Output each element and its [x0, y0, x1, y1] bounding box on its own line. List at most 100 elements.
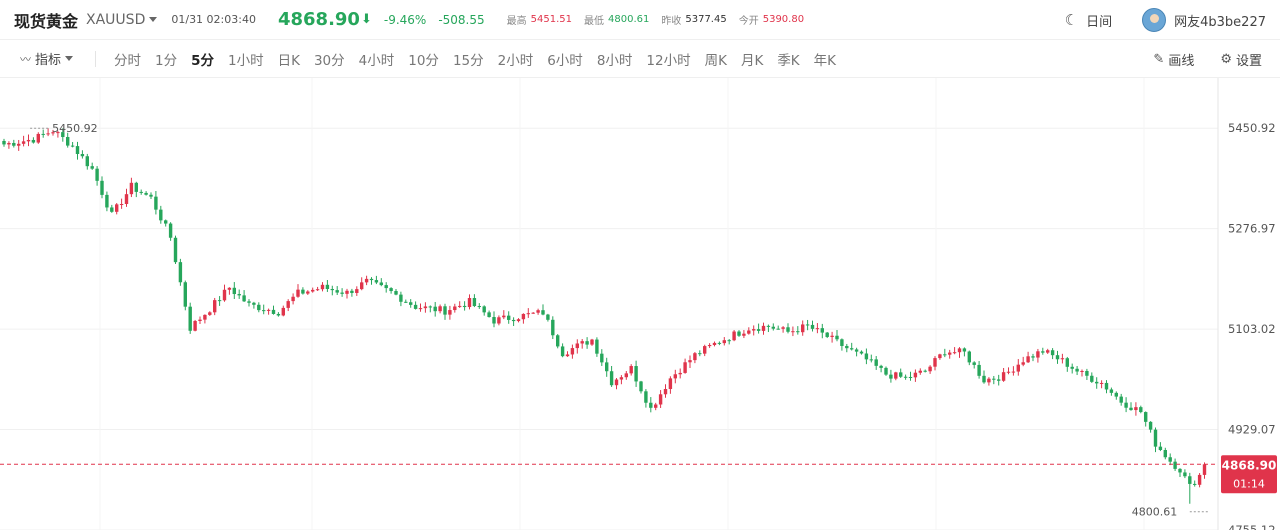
candle-body — [482, 306, 486, 313]
candle-body — [448, 310, 452, 315]
chart-tools: ✎ 画线 ⚙ 设置 — [1153, 40, 1262, 78]
top-bar: 现货黄金 XAUUSD 01/31 02:03:40 4868.90 ⬇ -9.… — [0, 0, 1280, 40]
tab-timeframe-2[interactable]: 5分 — [191, 52, 215, 69]
candle-body — [570, 348, 575, 355]
candle-body — [693, 353, 697, 361]
candle-body — [1065, 358, 1069, 367]
timeframe-tabs: 分时 1分 5分 1小时 日K 30分 4小时 10分 15分 2小时 6小时 8小时 12小时 周K 月K… — [114, 49, 850, 69]
current-price-label: 4868.90 — [1222, 458, 1277, 472]
candle-body — [698, 353, 702, 355]
instrument-name: 现货黄金 — [14, 11, 79, 31]
candle-body — [418, 308, 423, 310]
moon-icon[interactable]: ☾ — [1064, 11, 1079, 29]
tab-timeframe-4[interactable]: 日K — [277, 52, 300, 69]
candle-body — [183, 282, 187, 307]
candle-body — [232, 287, 236, 295]
candle-body — [203, 314, 207, 320]
tab-timeframe-7[interactable]: 10分 — [408, 52, 439, 69]
candle-body — [477, 306, 481, 308]
candle-body — [423, 306, 428, 309]
candle-body — [722, 340, 726, 344]
candle-body — [776, 328, 780, 330]
y-tick-label: 4929.07 — [1228, 423, 1276, 437]
candle-body — [330, 288, 334, 291]
candle-body — [649, 402, 653, 408]
indicator-button[interactable]: 〰 指标 — [20, 49, 74, 68]
candle-body — [252, 302, 256, 305]
candle-body — [389, 288, 393, 292]
candle-body — [139, 191, 143, 193]
candle-body — [747, 330, 751, 334]
avatar[interactable] — [1142, 8, 1167, 32]
candle-body — [683, 362, 687, 373]
candle-body — [668, 378, 673, 390]
candle-body — [864, 353, 869, 360]
tab-timeframe-14[interactable]: 月K — [740, 52, 764, 69]
tab-timeframe-9[interactable]: 2小时 — [497, 52, 534, 69]
tab-timeframe-11[interactable]: 8小时 — [596, 52, 633, 69]
tab-timeframe-1[interactable]: 1分 — [155, 52, 178, 69]
tab-timeframe-6[interactable]: 4小时 — [358, 52, 395, 69]
tab-timeframe-16[interactable]: 年K — [813, 52, 837, 69]
user-name[interactable]: 网友4b3be227 — [1174, 14, 1266, 30]
candle-body — [952, 352, 957, 354]
candle-body — [12, 142, 16, 146]
candle-body — [1031, 356, 1035, 358]
candle-body — [394, 291, 398, 295]
candle-body — [208, 312, 212, 315]
candle-body — [281, 307, 285, 316]
day-mode-toggle[interactable]: 日间 — [1086, 14, 1113, 30]
candle-body — [502, 315, 506, 318]
candle-body — [168, 223, 173, 238]
candle-body — [472, 298, 477, 307]
candle-body — [595, 339, 599, 354]
candle-body — [31, 139, 36, 143]
candle-body — [154, 196, 158, 210]
candle-body — [458, 305, 462, 307]
candle-body — [1188, 476, 1192, 484]
candle-body — [178, 262, 183, 283]
change-value: -508.55 — [438, 12, 485, 27]
chevron-down-icon — [65, 56, 74, 61]
tab-timeframe-5[interactable]: 30分 — [313, 52, 345, 69]
draw-button[interactable]: 画线 — [1168, 53, 1195, 69]
last-price: 4868.90 — [277, 9, 360, 30]
tab-timeframe-12[interactable]: 12小时 — [646, 52, 691, 69]
candle-body — [600, 353, 604, 363]
candle-body — [717, 342, 722, 344]
tab-timeframe-15[interactable]: 季K — [777, 52, 800, 69]
candle-body — [830, 335, 834, 337]
candle-body — [1158, 446, 1163, 450]
candle-body — [1173, 461, 1177, 469]
candle-body — [992, 378, 996, 380]
candle-body — [1090, 375, 1094, 382]
candle-body — [742, 333, 746, 336]
candle-body — [972, 362, 976, 365]
low-label: 最低 — [584, 16, 604, 27]
candle-body — [756, 329, 761, 331]
quote-time: 01/31 02:03:40 — [171, 13, 256, 26]
candlestick-chart[interactable]: 5450.92 4800.61 5450.92 5276.97 5103.02 4929.… — [0, 78, 1280, 530]
settings-button[interactable]: 设置 — [1235, 53, 1262, 69]
y-tick-label: 4755.12 — [1228, 523, 1276, 530]
candle-body — [75, 146, 80, 154]
candle-body — [242, 295, 246, 302]
tab-timeframe-13[interactable]: 周K — [704, 52, 727, 69]
symbol-selector[interactable]: XAUUSD — [86, 12, 158, 28]
candle-body — [115, 204, 119, 212]
tab-timeframe-10[interactable]: 6小时 — [547, 52, 583, 69]
candle-body — [526, 313, 530, 315]
candle-body — [982, 375, 986, 383]
candle-body — [271, 309, 276, 314]
tab-timeframe-3[interactable]: 1小时 — [228, 52, 264, 69]
candle-body — [61, 132, 65, 138]
candle-body — [1178, 468, 1182, 473]
candle-body — [1021, 362, 1025, 365]
candle-body — [1006, 371, 1011, 373]
candle-body — [727, 340, 731, 342]
candle-body — [443, 306, 447, 315]
tab-timeframe-8[interactable]: 15分 — [452, 52, 484, 69]
candle-body — [497, 317, 501, 324]
candle-body — [1193, 483, 1197, 485]
tab-timeframe-0[interactable]: 分时 — [114, 52, 142, 69]
